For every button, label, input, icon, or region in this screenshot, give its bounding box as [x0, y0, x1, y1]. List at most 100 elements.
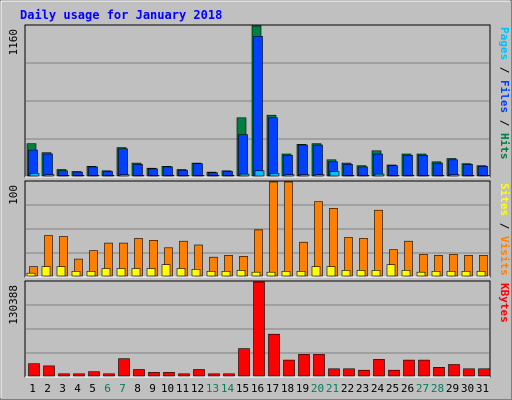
bar-pages-day-20: [314, 174, 325, 177]
bar-pages-day-19: [299, 174, 310, 177]
bar-kbytes-day-17: [268, 333, 280, 377]
bar-kbytes-day-25: [388, 369, 400, 377]
bar-kbytes-day-14: [223, 373, 235, 377]
bar-pages-day-9: [149, 175, 160, 177]
day-label: 3: [59, 382, 66, 395]
bar-sites-day-20: [311, 266, 321, 277]
panel-sites-visits: 100: [7, 180, 491, 278]
bar-kbytes-day-30: [463, 368, 475, 377]
bar-kbytes-day-3: [58, 373, 70, 377]
bar-kbytes-day-20: [313, 354, 325, 377]
bar-pages-day-14: [224, 175, 235, 177]
bar-sites-day-17: [266, 271, 276, 277]
bar-sites-day-7: [116, 268, 126, 277]
bar-sites-day-2: [41, 266, 51, 277]
bar-sites-day-8: [131, 268, 141, 277]
bar-pages-day-2: [44, 174, 55, 177]
bar-files-day-29: [448, 159, 458, 177]
bar-pages-day-27: [419, 175, 430, 177]
bar-pages-day-10: [164, 175, 175, 177]
bar-kbytes-day-27: [418, 359, 430, 377]
bar-pages-day-8: [134, 175, 145, 177]
bar-kbytes-day-31: [478, 368, 490, 377]
bar-kbytes-day-26: [403, 359, 415, 377]
bar-files-day-15: [238, 134, 248, 177]
bar-kbytes-day-18: [283, 359, 295, 377]
bar-pages-day-29: [449, 174, 460, 177]
day-label: 14: [221, 382, 235, 395]
bar-visits-day-17: [269, 181, 278, 277]
bar-files-day-7: [118, 148, 128, 177]
bar-files-day-12: [193, 163, 203, 177]
legend-sites-visits: Sites / Visits: [498, 183, 511, 276]
bar-kbytes-day-28: [433, 366, 445, 377]
bar-pages-day-26: [404, 175, 415, 177]
bar-files-day-30: [463, 164, 473, 177]
legend-entry: /: [498, 216, 511, 236]
bar-sites-day-3: [56, 266, 66, 277]
bar-sites-day-9: [146, 268, 156, 277]
bar-kbytes-day-21: [328, 368, 340, 377]
bar-kbytes-day-12: [193, 369, 205, 377]
bar-visits-day-24: [374, 209, 383, 277]
day-label: 12: [191, 382, 204, 395]
y-max-label: 100: [7, 185, 20, 205]
day-label: 21: [326, 382, 339, 395]
bar-files-day-24: [373, 153, 383, 177]
bar-pages-day-21: [329, 171, 340, 177]
legend-labels: Pages / Files / Hits Sites / Visits KBytes: [498, 27, 511, 323]
bar-files-day-26: [403, 155, 413, 177]
bar-files-day-2: [43, 153, 53, 177]
bar-pages-day-25: [389, 175, 400, 177]
day-label: 31: [476, 382, 489, 395]
day-label: 13: [206, 382, 219, 395]
day-label: 1: [29, 382, 36, 395]
bar-kbytes-day-16: [253, 281, 265, 377]
bar-pages-day-1: [29, 173, 40, 177]
bar-files-day-20: [313, 144, 323, 177]
bar-kbytes-day-5: [88, 371, 100, 377]
bar-kbytes-day-9: [148, 372, 160, 377]
bar-sites-day-18: [281, 270, 291, 277]
bar-pages-day-16: [254, 170, 265, 177]
bar-pages-day-31: [479, 175, 490, 177]
bar-files-day-8: [133, 164, 143, 177]
legend-entry: /: [498, 113, 511, 133]
bar-pages-day-5: [89, 175, 100, 177]
bar-sites-day-21: [326, 266, 336, 277]
bar-pages-day-22: [344, 175, 355, 177]
bar-sites-day-23: [356, 270, 366, 277]
bar-sites-day-15: [236, 270, 246, 277]
legend-entry: KBytes: [498, 283, 511, 323]
bar-kbytes-day-2: [43, 365, 55, 377]
day-label: 17: [266, 382, 279, 395]
bar-files-day-9: [148, 168, 158, 177]
y-max-label: 1160: [7, 29, 20, 56]
chart-title: Daily usage for January 2018: [20, 8, 222, 22]
bar-kbytes-day-7: [118, 358, 130, 377]
bar-kbytes-day-6: [103, 373, 115, 377]
legend-entry: Hits: [498, 133, 511, 160]
bar-kbytes-day-24: [373, 359, 385, 377]
day-label: 25: [386, 382, 399, 395]
day-label: 15: [236, 382, 249, 395]
bar-files-day-16: [253, 35, 263, 177]
day-label: 29: [446, 382, 459, 395]
day-label: 19: [296, 382, 309, 395]
day-label: 4: [74, 382, 81, 395]
bar-sites-day-29: [446, 270, 456, 277]
bar-files-day-18: [283, 155, 293, 177]
bar-sites-day-11: [176, 268, 186, 277]
bar-kbytes-day-1: [28, 363, 40, 377]
bar-kbytes-day-22: [343, 368, 355, 377]
bar-sites-day-5: [86, 270, 96, 277]
bar-files-day-25: [388, 165, 398, 177]
bar-sites-day-26: [401, 270, 411, 277]
bar-visits-day-18: [284, 181, 293, 277]
day-label: 9: [149, 382, 156, 395]
bar-sites-day-30: [461, 270, 471, 277]
y-max-label: 130388: [7, 285, 20, 325]
bar-files-day-23: [358, 166, 368, 177]
panel-kbytes: 130388: [7, 280, 491, 378]
